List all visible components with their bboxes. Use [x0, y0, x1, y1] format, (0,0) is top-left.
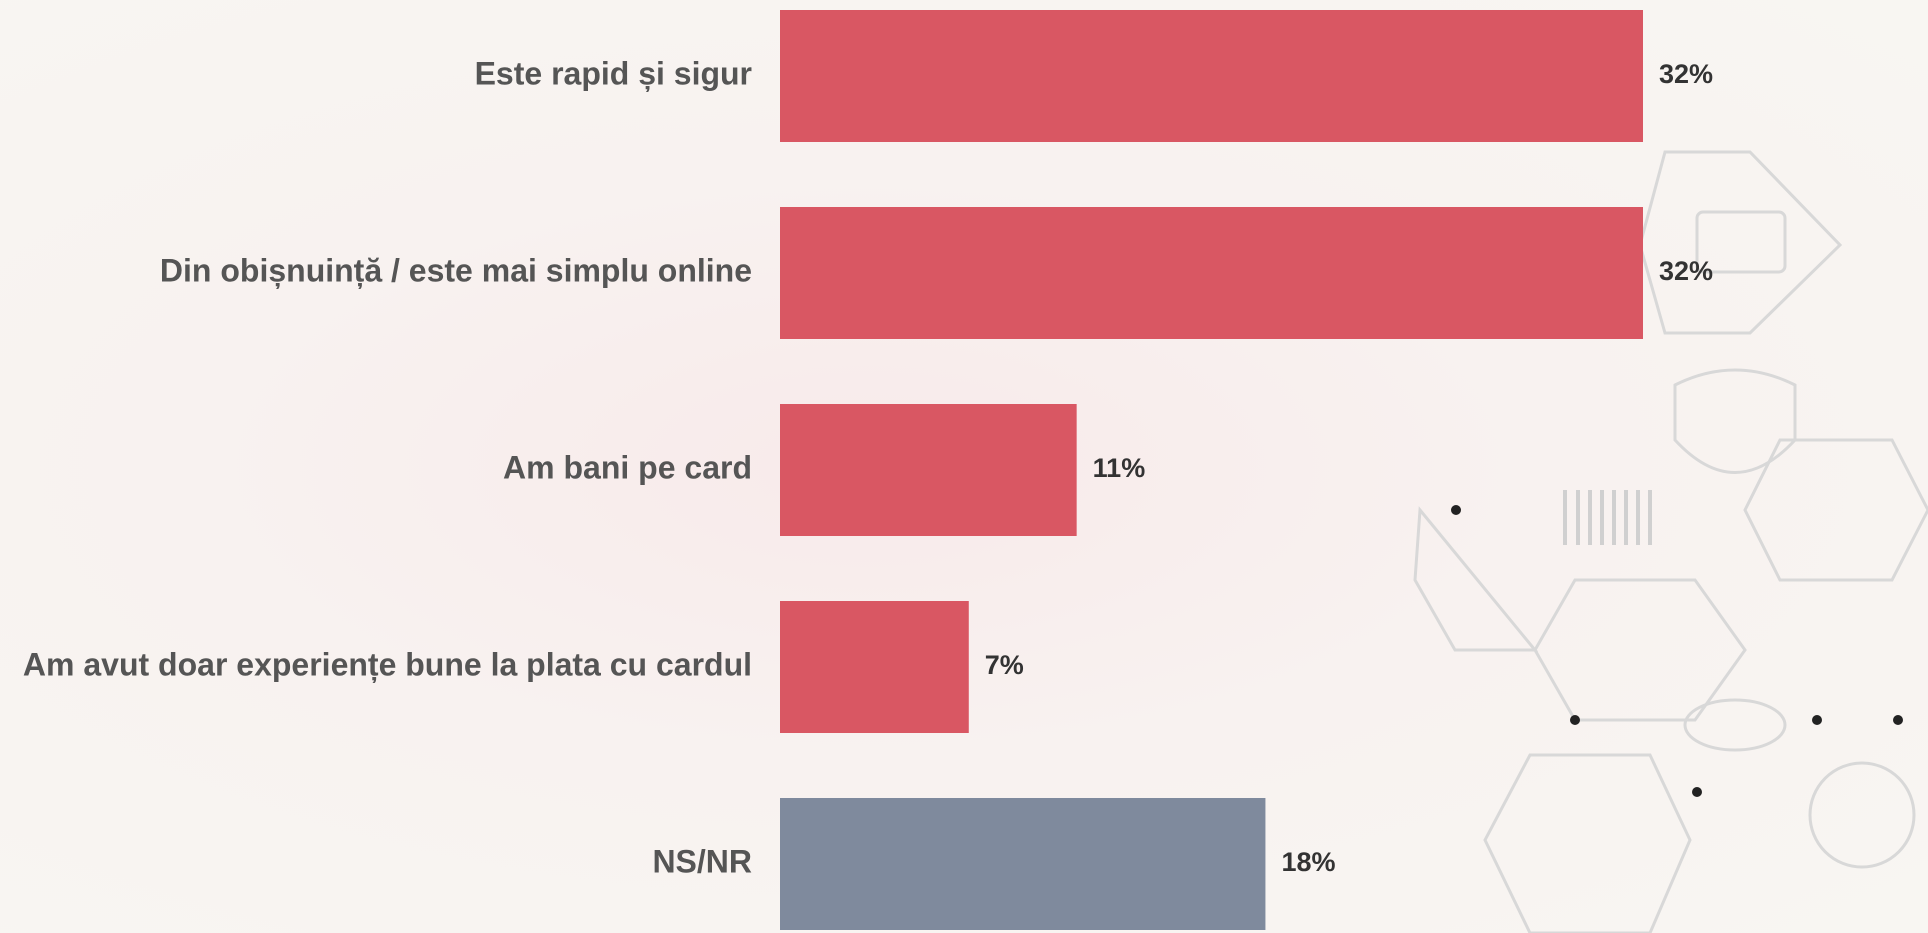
dot: [1570, 715, 1580, 725]
value-label: 18%: [1281, 847, 1335, 877]
barcode-icon: [1565, 490, 1650, 545]
dot: [1893, 715, 1903, 725]
value-label: 32%: [1659, 256, 1713, 286]
category-label: Din obișnuință / este mai simplu online: [160, 252, 752, 288]
bar: [780, 798, 1265, 930]
touch-icon: [1810, 763, 1914, 867]
dot: [1812, 715, 1822, 725]
dot: [1692, 787, 1702, 797]
bar: [780, 10, 1643, 142]
shield-icon: [1675, 370, 1795, 473]
value-label: 7%: [985, 650, 1024, 680]
category-label: Este rapid și sigur: [475, 55, 752, 91]
hexagon-part: [1415, 510, 1535, 650]
hexagon: [1485, 755, 1690, 933]
category-label: NS/NR: [652, 843, 752, 879]
category-label: Am avut doar experiențe bune la plata cu…: [23, 646, 752, 682]
hexagon: [1535, 580, 1745, 720]
category-label: Am bani pe card: [503, 449, 752, 485]
value-label: 11%: [1093, 453, 1146, 483]
page: Este rapid și sigur 32% Din obișnuință / e…: [0, 0, 1928, 933]
dot: [1451, 505, 1461, 515]
hexagon: [1640, 152, 1840, 333]
bar: [780, 207, 1643, 339]
chart: Este rapid și sigur 32% Din obișnuință / e…: [0, 0, 1928, 933]
value-label: 32%: [1659, 59, 1713, 89]
bar: [780, 601, 969, 733]
bar: [780, 404, 1077, 536]
cloud-icon: [1685, 700, 1785, 750]
